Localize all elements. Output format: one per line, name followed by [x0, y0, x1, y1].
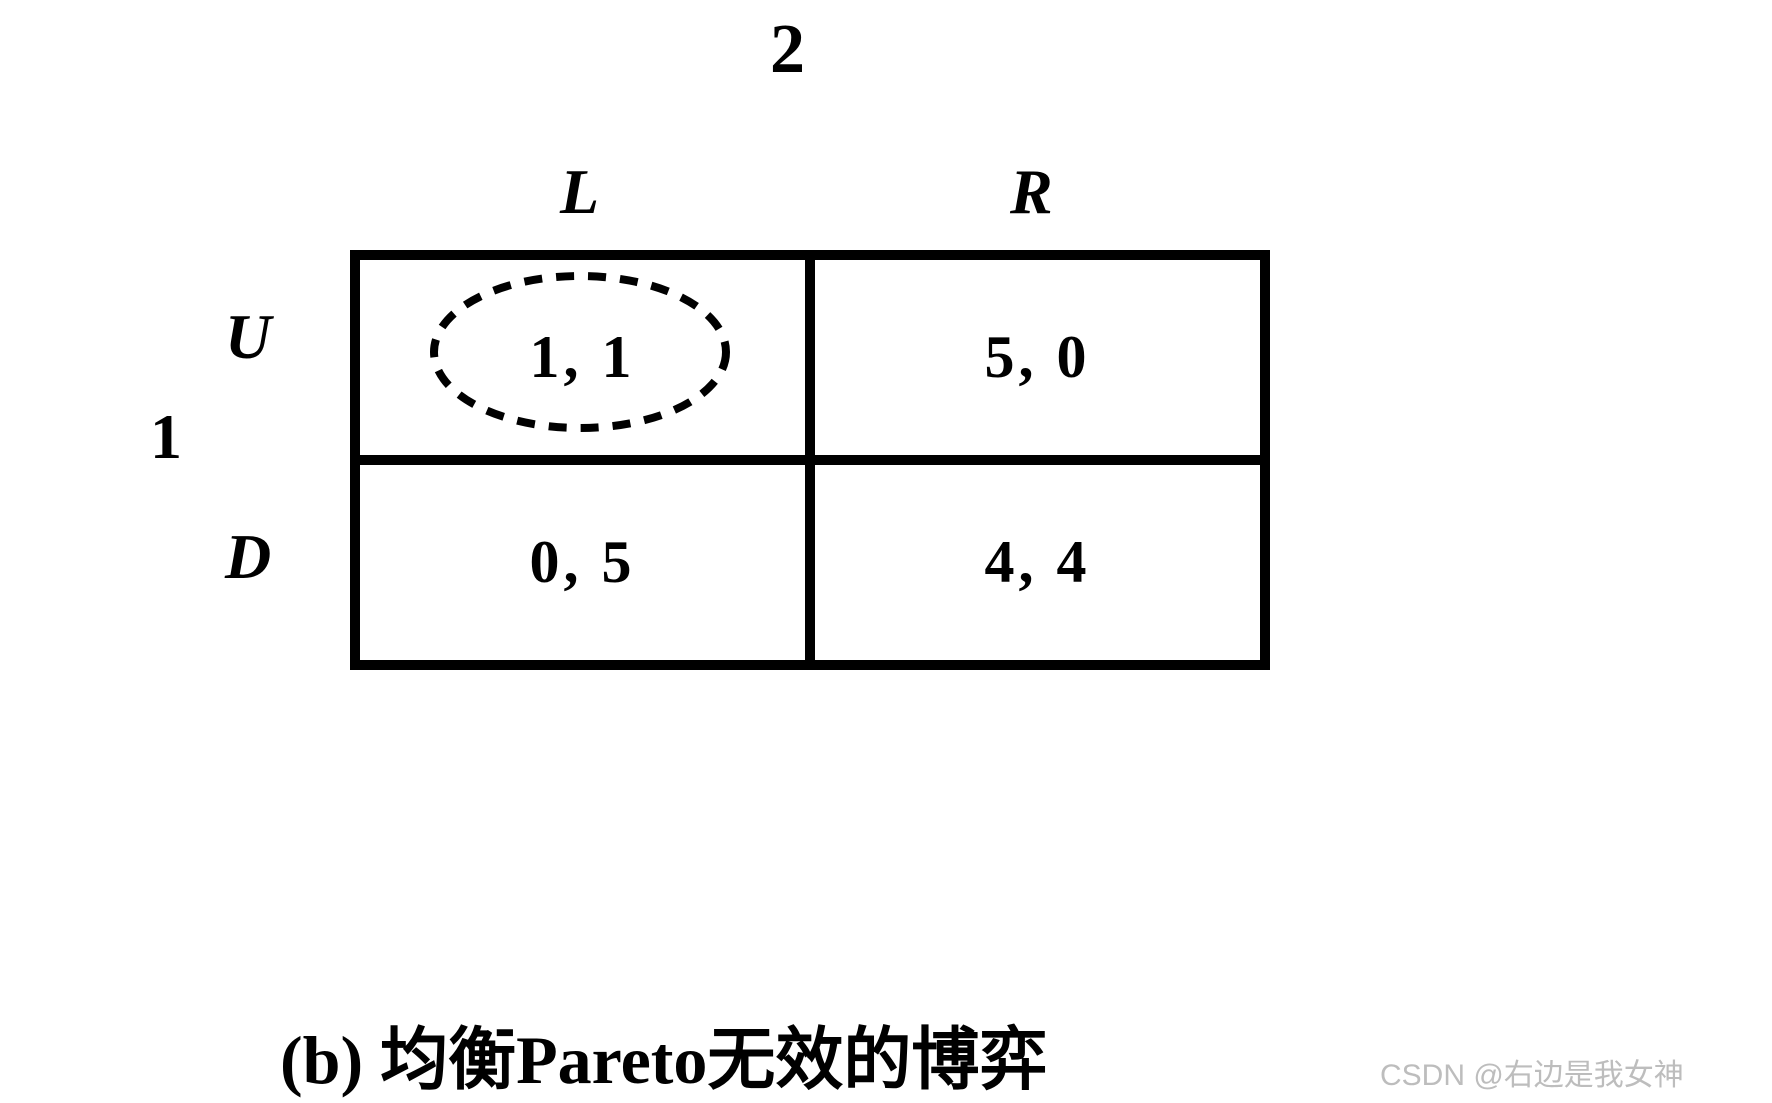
row-header-U: U	[225, 300, 271, 374]
table-row: 0, 5 4, 4	[355, 460, 1265, 665]
row-header-D: D	[225, 520, 271, 594]
payoff-cell-DL: 0, 5	[355, 460, 810, 665]
player2-label: 2	[770, 10, 805, 90]
watermark-text: CSDN @右边是我女神	[1380, 1050, 1684, 1094]
payoff-cell-DR: 4, 4	[810, 460, 1265, 665]
nash-equilibrium-ellipse	[430, 272, 730, 432]
figure-caption: (b) 均衡Pareto无效的博弈	[280, 1004, 1047, 1103]
column-header-L: L	[560, 155, 599, 229]
column-header-R: R	[1010, 155, 1053, 229]
player1-label: 1	[150, 400, 182, 474]
game-matrix-figure: 2 L R 1 U D 1, 1 5, 0 0, 5 4, 4 (b) 均衡Pa…	[0, 0, 1772, 1096]
payoff-cell-UR: 5, 0	[810, 255, 1265, 460]
